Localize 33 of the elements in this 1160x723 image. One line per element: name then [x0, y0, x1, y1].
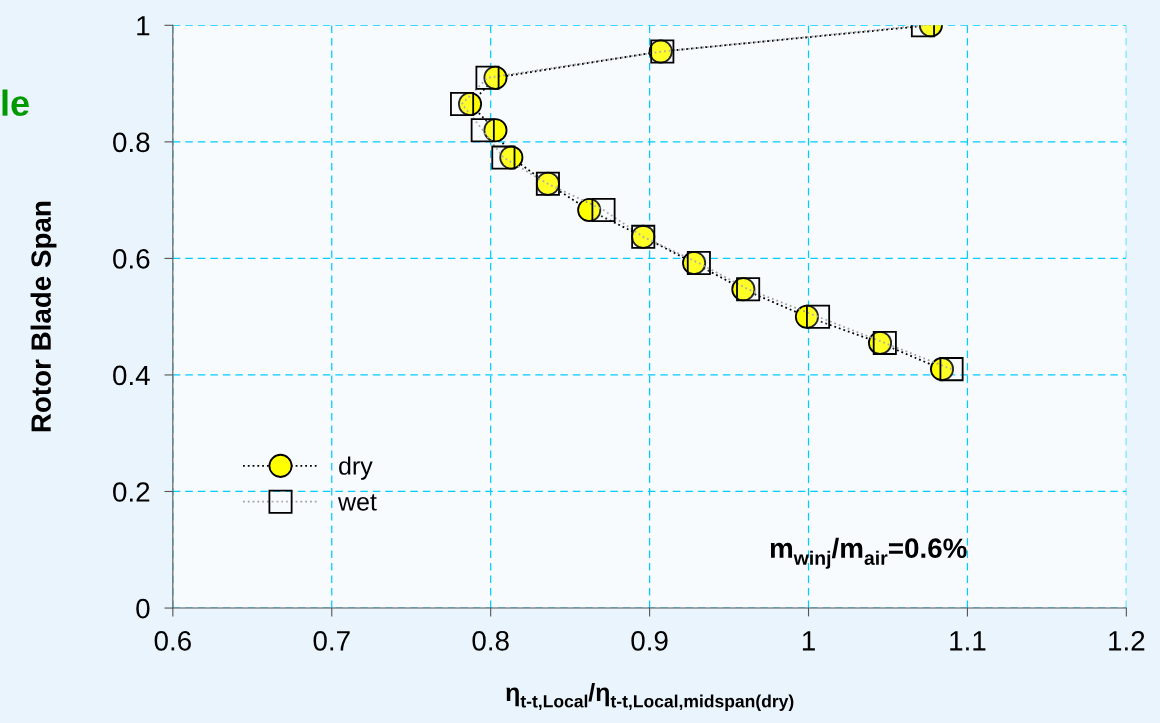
point — [806, 304, 831, 329]
y-axis-title: Rotor Blade Span — [30, 201, 57, 432]
point — [475, 65, 500, 90]
x-tick-label: 1.1 — [950, 631, 986, 651]
point — [491, 145, 516, 170]
point — [939, 357, 964, 382]
y-tick-label: 0.4 — [113, 365, 150, 386]
point — [483, 65, 508, 90]
x-tick-label: 0.6 — [154, 631, 191, 651]
legend-label: dry — [339, 456, 373, 480]
point — [794, 304, 819, 329]
point — [929, 357, 955, 382]
point — [591, 198, 616, 223]
y-tick-label: 0.8 — [113, 132, 150, 153]
point — [483, 118, 508, 143]
x-tick-label: 1 — [802, 631, 815, 651]
point — [736, 277, 761, 302]
point — [470, 118, 495, 143]
point — [499, 145, 524, 170]
y-tick-label: 1 — [137, 16, 150, 36]
x-tick-label: 1.2 — [1109, 631, 1145, 651]
y-tick-label: 0 — [136, 598, 150, 619]
point — [577, 198, 602, 223]
point — [731, 277, 756, 302]
x-tick-label: 0.7 — [313, 631, 350, 651]
x-tick-label: 0.9 — [631, 631, 668, 651]
y-tick-label: 0.6 — [113, 249, 150, 269]
x-tick-label: 0.8 — [472, 631, 509, 651]
point — [458, 91, 483, 116]
text: le — [2, 89, 29, 117]
legend-label: wet — [337, 494, 377, 511]
point — [450, 91, 475, 116]
y-tick-label: 0.2 — [113, 482, 150, 502]
